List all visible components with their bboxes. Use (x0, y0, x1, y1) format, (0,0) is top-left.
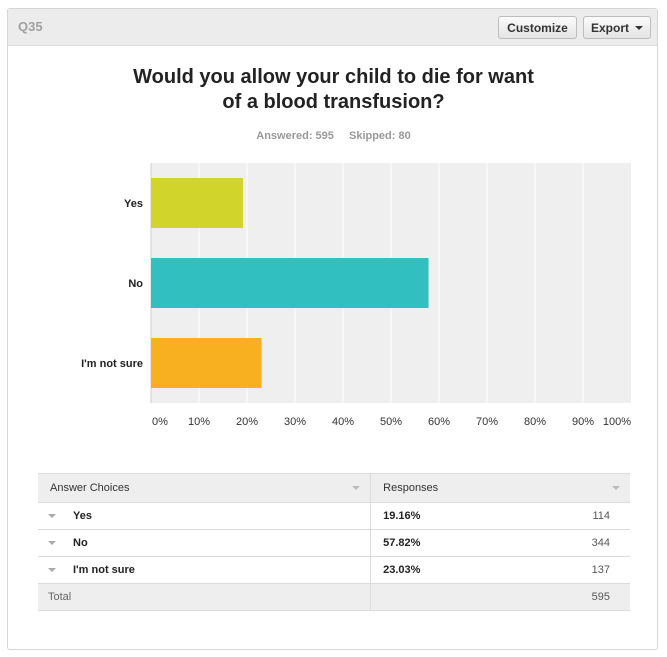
category-label: I'm not sure (81, 358, 143, 370)
choice-cell: Yes (38, 502, 372, 530)
response-cell: 23.03% 137 (370, 556, 630, 584)
expand-caret-icon[interactable] (48, 568, 56, 572)
total-label-cell: Total (38, 583, 372, 611)
table-header-row: Answer Choices Responses (38, 473, 630, 503)
table-row: Yes 19.16% 114 (38, 502, 630, 530)
chart-title-line2: of a blood transfusion? (222, 91, 445, 113)
responses-header-label: Responses (383, 482, 439, 494)
responses-header[interactable]: Responses (370, 473, 630, 503)
response-count: 114 (592, 510, 610, 522)
category-label: No (128, 278, 143, 290)
x-tick-label: 80% (524, 416, 546, 428)
chart-title-line1: Would you allow your child to die for wa… (133, 66, 534, 88)
responses-table: Answer Choices Responses Yes 19.16% 114 … (38, 473, 630, 611)
bar-chart: 0% 10% 20% 30% 40% 50% 60% 70% 80% 90% 100% Yes No I'… (81, 163, 631, 428)
response-cell: 57.82% 344 (370, 529, 630, 557)
question-number: Q35 (18, 19, 43, 34)
answered-count: Answered: 595 (256, 130, 334, 142)
bar (151, 338, 262, 388)
expand-caret-icon[interactable] (48, 514, 56, 518)
x-tick-label: 90% (572, 416, 594, 428)
card-header: Q35 Customize Export (8, 9, 657, 46)
choice-cell: I'm not sure (38, 556, 372, 584)
choice-label: I'm not sure (73, 564, 135, 576)
x-tick-label: 30% (284, 416, 306, 428)
bar (151, 178, 243, 228)
answer-choices-header[interactable]: Answer Choices (38, 473, 372, 503)
expand-caret-icon[interactable] (48, 541, 56, 545)
response-percent: 23.03% (383, 564, 421, 576)
x-tick-label: 60% (428, 416, 450, 428)
category-label: Yes (124, 198, 143, 210)
response-count: 344 (591, 537, 610, 549)
x-tick-label: 70% (476, 416, 498, 428)
table-total-row: Total 595 (38, 583, 630, 611)
choice-label: Yes (73, 510, 92, 522)
chevron-down-icon (635, 25, 643, 30)
choice-cell: No (38, 529, 372, 557)
bar (151, 258, 429, 308)
question-card: Q35 Customize Export Would you allow you… (7, 8, 658, 650)
response-percent: 19.16% (383, 510, 421, 522)
response-cell: 19.16% 114 (370, 502, 630, 530)
export-button[interactable]: Export (583, 16, 651, 39)
choice-label: No (73, 537, 88, 549)
x-tick-label: 0% (152, 416, 168, 428)
x-tick-label: 100% (603, 416, 631, 428)
x-tick-label: 20% (236, 416, 258, 428)
chart-title: Would you allow your child to die for wa… (8, 65, 659, 115)
response-count: 137 (591, 564, 610, 576)
answer-choices-header-label: Answer Choices (50, 482, 130, 494)
response-stats: Answered: 595 Skipped: 80 (8, 130, 659, 142)
total-label: Total (48, 591, 72, 603)
sort-caret-icon[interactable] (612, 486, 620, 490)
skipped-count: Skipped: 80 (348, 130, 411, 142)
x-tick-label: 10% (188, 416, 210, 428)
table-row: No 57.82% 344 (38, 529, 630, 557)
export-label: Export (590, 20, 629, 35)
customize-button[interactable]: Customize (498, 16, 577, 39)
total-count-cell: 595 (370, 583, 630, 611)
response-percent: 57.82% (383, 537, 421, 549)
x-tick-label: 40% (332, 416, 354, 428)
x-tick-label: 50% (380, 416, 402, 428)
sort-caret-icon[interactable] (352, 486, 361, 490)
table-row: I'm not sure 23.03% 137 (38, 556, 630, 584)
total-count: 595 (591, 591, 610, 603)
